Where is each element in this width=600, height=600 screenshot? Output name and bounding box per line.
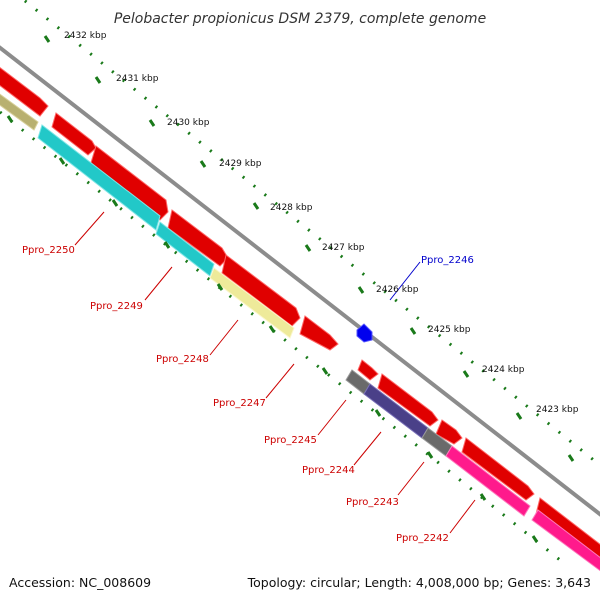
gene-forward-7 (357, 359, 379, 381)
ruler-label: 2431 kbp (116, 74, 159, 84)
gene-label-ppro-2245[interactable]: Ppro_2245 (264, 435, 317, 446)
gene-label-ppro-2249[interactable]: Ppro_2249 (90, 301, 143, 312)
map-title: Pelobacter propionicus DSM 2379, complet… (114, 11, 486, 27)
ruler-major-ticks (6, 35, 575, 543)
gene-ppro-2251-bar (0, 93, 39, 131)
ruler-label: 2432 kbp (64, 31, 107, 41)
ruler-label: 2427 kbp (322, 243, 365, 253)
ruler-labels: 2432 kbp 2431 kbp 2430 kbp 2429 kbp 2428… (64, 31, 579, 415)
ruler-inner-dots (0, 110, 561, 562)
gene-forward-9 (435, 419, 463, 445)
genome-backbone (0, 45, 600, 517)
gene-label-ppro-2242[interactable]: Ppro_2242 (396, 533, 449, 544)
ruler-label: 2430 kbp (167, 118, 210, 128)
gene-forward-10 (461, 437, 535, 501)
accession-text: Accession: NC_008609 (9, 575, 151, 590)
gene-label-ppro-2244[interactable]: Ppro_2244 (302, 465, 355, 476)
gene-forward-8 (377, 373, 439, 427)
label-leader-ppro-2246 (389, 261, 421, 301)
ruler-label: 2423 kbp (536, 405, 579, 415)
ruler-label: 2424 kbp (482, 365, 525, 375)
gene-forward-1 (0, 66, 49, 117)
gene-ppro-2249-bar (155, 221, 215, 277)
gene-forward-6 (299, 315, 339, 351)
genome-summary-text: Topology: circular; Length: 4,008,000 bp… (247, 575, 591, 590)
ruler-label: 2429 kbp (219, 159, 262, 169)
gene-ppro-2250-bar (37, 124, 161, 231)
gene-label-ppro-2243[interactable]: Ppro_2243 (346, 497, 399, 508)
ruler-label: 2426 kbp (376, 285, 419, 295)
gene-label-ppro-2246[interactable]: Ppro_2246 (421, 255, 474, 266)
gene-ppro-2246-arrow (356, 323, 373, 343)
reverse-strand-genes (0, 93, 600, 572)
gene-ppro-2242-bar (531, 509, 600, 572)
gene-label-ppro-2248[interactable]: Ppro_2248 (156, 354, 209, 365)
label-leader-lines (74, 211, 476, 534)
ruler-label: 2428 kbp (270, 203, 313, 213)
forward-strand-genes (0, 66, 600, 564)
gene-ppro-2248-bar (209, 267, 295, 339)
gene-ppro-2243-bar (445, 445, 531, 517)
gene-labels: Ppro_2250 Ppro_2249 Ppro_2248 Ppro_2247 … (22, 245, 474, 544)
ruler-label: 2425 kbp (428, 325, 471, 335)
gene-forward-2 (51, 112, 97, 156)
gene-label-ppro-2247[interactable]: Ppro_2247 (213, 398, 266, 409)
ruler-outer-dots (21, 0, 600, 468)
feature-tracks (0, 0, 600, 572)
gene-forward-5 (221, 254, 301, 327)
gene-label-ppro-2250[interactable]: Ppro_2250 (22, 245, 75, 256)
